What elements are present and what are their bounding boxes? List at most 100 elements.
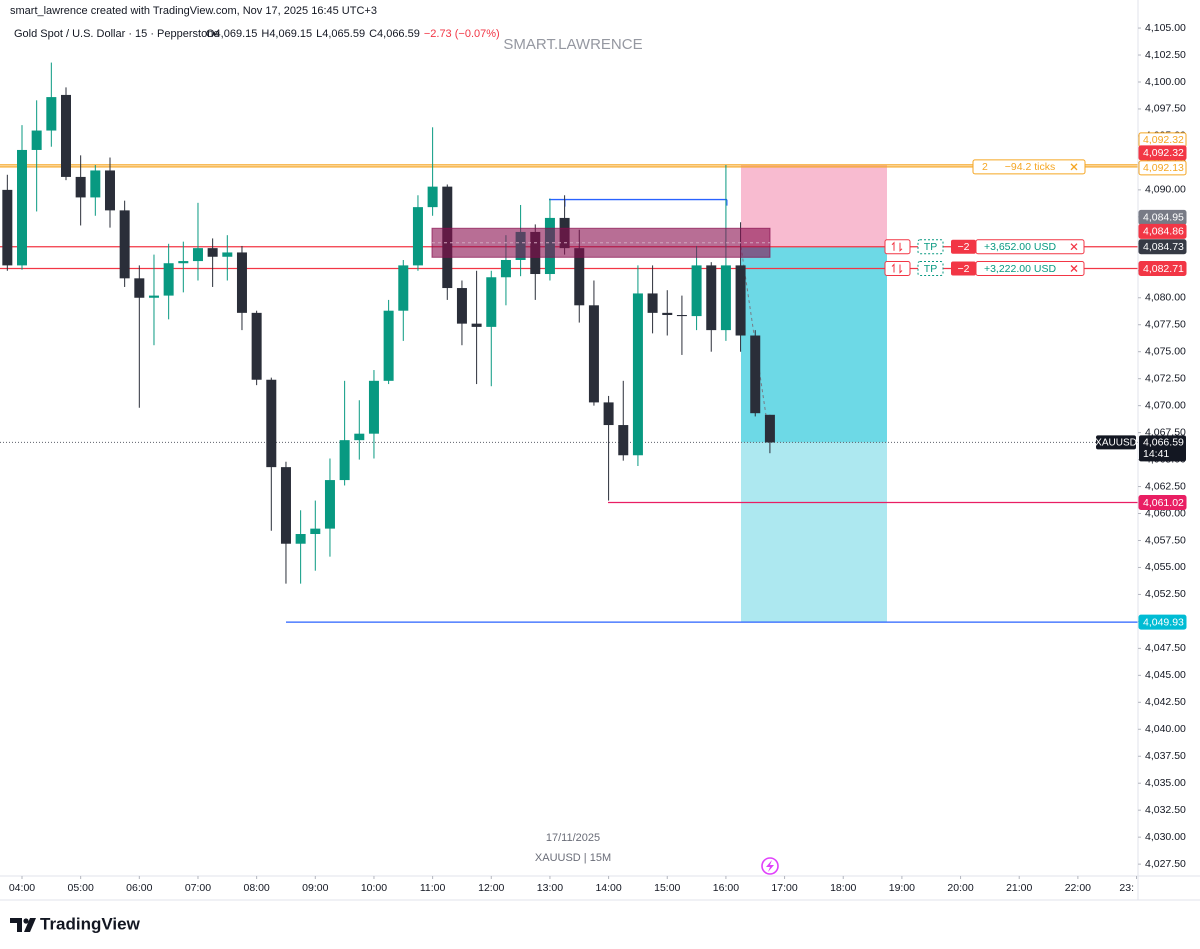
qty-label: −2 xyxy=(958,263,970,275)
candle-body xyxy=(280,467,291,544)
credit: smart_lawrence created with TradingView.… xyxy=(10,5,377,17)
candle-body xyxy=(119,210,130,279)
candle-body xyxy=(295,534,306,544)
close-button[interactable] xyxy=(1070,265,1078,272)
candle-body xyxy=(383,310,394,381)
chart-title: Gold Spot / U.S. Dollar · 15 · Peppersto… xyxy=(14,28,219,40)
symbol-label: XAUUSD xyxy=(1095,438,1137,449)
candle-body xyxy=(764,414,775,443)
alert-bolt xyxy=(766,860,774,872)
candle-body xyxy=(735,265,746,336)
price-label: 4,092.32 xyxy=(1143,134,1184,146)
reverse-button[interactable] xyxy=(884,261,911,277)
candle-body xyxy=(90,170,101,198)
tp-button[interactable] xyxy=(917,261,944,277)
candle-body xyxy=(236,252,247,313)
y-tick-label: 4,052.50 xyxy=(1145,588,1186,600)
candle-body xyxy=(368,380,379,434)
x-tick-label: 23: xyxy=(1119,882,1134,894)
x-tick-label: 16:00 xyxy=(713,882,739,894)
logo-dot xyxy=(23,918,29,924)
qty-box xyxy=(951,261,976,276)
brand-logo: TradingView xyxy=(10,914,141,933)
x-tick-label: 04:00 xyxy=(9,882,35,894)
y-tick-label: 4,062.50 xyxy=(1145,480,1186,492)
price-label-box xyxy=(1138,145,1187,161)
y-tick-label: 4,055.00 xyxy=(1145,561,1186,573)
y-tick-label: 4,040.00 xyxy=(1145,723,1186,735)
watermark: SMART.LAWRENCE xyxy=(503,36,642,53)
price-label-box xyxy=(1138,495,1187,511)
stop-qty: 2 xyxy=(982,161,988,173)
close-button[interactable] xyxy=(1070,243,1078,251)
y-tick-label: 4,077.50 xyxy=(1145,319,1186,331)
candle-body xyxy=(618,425,629,456)
price-label-box xyxy=(1138,614,1187,630)
candle-body xyxy=(588,305,599,403)
candle-body xyxy=(192,248,203,262)
x-tick-label: 21:00 xyxy=(1006,882,1032,894)
price-label: 4,082.71 xyxy=(1143,263,1184,275)
candle-body xyxy=(398,265,409,311)
candle-body xyxy=(207,248,218,257)
y-tick-label: 4,035.00 xyxy=(1145,777,1186,789)
candle-body xyxy=(647,293,658,313)
y-tick-label: 4,032.50 xyxy=(1145,804,1186,816)
candle-body xyxy=(310,528,321,535)
stop-box xyxy=(972,159,1086,175)
candle-body xyxy=(31,130,42,150)
x-tick-label: 11:00 xyxy=(420,882,446,894)
candle-body xyxy=(46,97,57,131)
price-label: 4,061.02 xyxy=(1143,497,1184,509)
y-tick-label: 4,047.50 xyxy=(1145,642,1186,654)
x-tick-label: 19:00 xyxy=(889,882,915,894)
y-tick-label: 4,060.00 xyxy=(1145,507,1186,519)
close-button[interactable] xyxy=(1070,163,1078,171)
last-price-label: 4,066.59 xyxy=(1143,437,1184,449)
candle-body xyxy=(720,265,731,331)
candle-body xyxy=(324,480,335,529)
y-tick-label: 4,042.50 xyxy=(1145,696,1186,708)
y-tick-label: 4,075.00 xyxy=(1145,345,1186,357)
order-tag[interactable]: TP −2 +3,652.00 USD xyxy=(884,239,1085,255)
candle-body xyxy=(178,261,189,264)
order-tag[interactable]: TP −2 +3,222.00 USD xyxy=(884,261,1085,277)
legend-value: −2.73 (−0.07%) xyxy=(424,28,500,40)
x-tick-label: 09:00 xyxy=(302,882,328,894)
tp-button[interactable] xyxy=(917,239,944,255)
candle-body xyxy=(60,94,71,177)
price-label-box xyxy=(1138,223,1187,239)
reverse-icon xyxy=(891,241,903,252)
price-label: 4,084.95 xyxy=(1143,212,1184,224)
stop-tag[interactable]: 2 −94.2 ticks xyxy=(972,159,1086,175)
candle-body xyxy=(456,288,467,324)
candle-body xyxy=(486,277,497,327)
y-tick-label: 4,045.00 xyxy=(1145,669,1186,681)
candle-body xyxy=(676,315,687,317)
x-tick-label: 06:00 xyxy=(126,882,152,894)
symbol-label: XAUUSD | 15M xyxy=(535,852,611,864)
candle-body xyxy=(750,335,761,414)
y-tick-label: 4,057.50 xyxy=(1145,534,1186,546)
candle-body xyxy=(632,293,643,456)
legend-value: H4,069.15 xyxy=(261,28,312,40)
plot-area xyxy=(0,62,1138,623)
alert-icon[interactable] xyxy=(761,857,779,875)
brand-name: TradingView xyxy=(40,914,141,933)
candle-body xyxy=(603,402,614,426)
candle-body xyxy=(104,170,115,211)
candle-body xyxy=(266,379,277,468)
tp-label: TP xyxy=(924,263,937,275)
y-tick-label: 4,097.50 xyxy=(1145,103,1186,115)
candle-body xyxy=(691,265,702,317)
x-tick-label: 13:00 xyxy=(537,882,563,894)
y-tick-label: 4,070.00 xyxy=(1145,399,1186,411)
candle-body xyxy=(500,259,511,278)
date-label: 17/11/2025 xyxy=(546,832,600,844)
qty-label: −2 xyxy=(958,241,970,253)
reverse-button[interactable] xyxy=(884,239,911,255)
candle-body xyxy=(16,149,27,266)
candle-body xyxy=(354,433,365,441)
pnl-box xyxy=(975,261,1085,277)
candle-body xyxy=(251,312,262,380)
